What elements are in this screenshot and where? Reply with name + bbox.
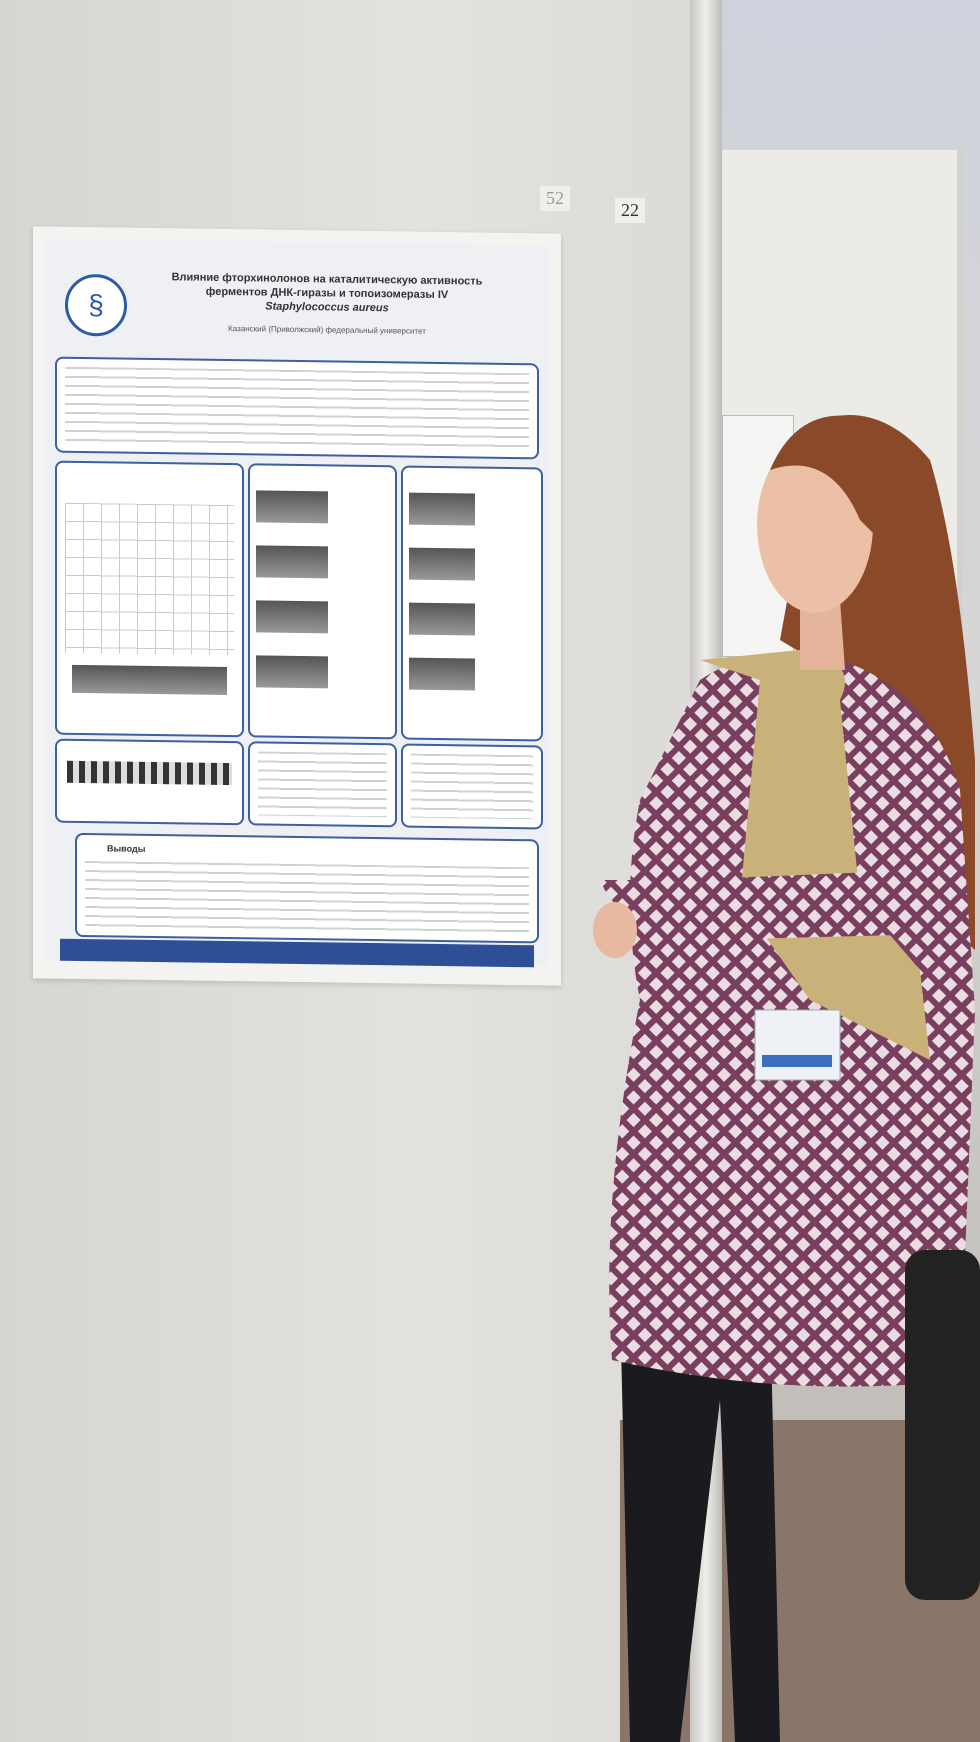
neck <box>800 600 845 670</box>
board-number-22: 22 <box>615 198 645 223</box>
bag <box>905 1250 980 1600</box>
hand <box>593 902 637 958</box>
board-number-52: 52 <box>540 186 570 211</box>
arms <box>600 870 920 940</box>
hair-top <box>770 415 901 560</box>
scarf <box>700 650 930 1060</box>
legs <box>620 1300 780 1742</box>
name-badge <box>754 1009 841 1081</box>
